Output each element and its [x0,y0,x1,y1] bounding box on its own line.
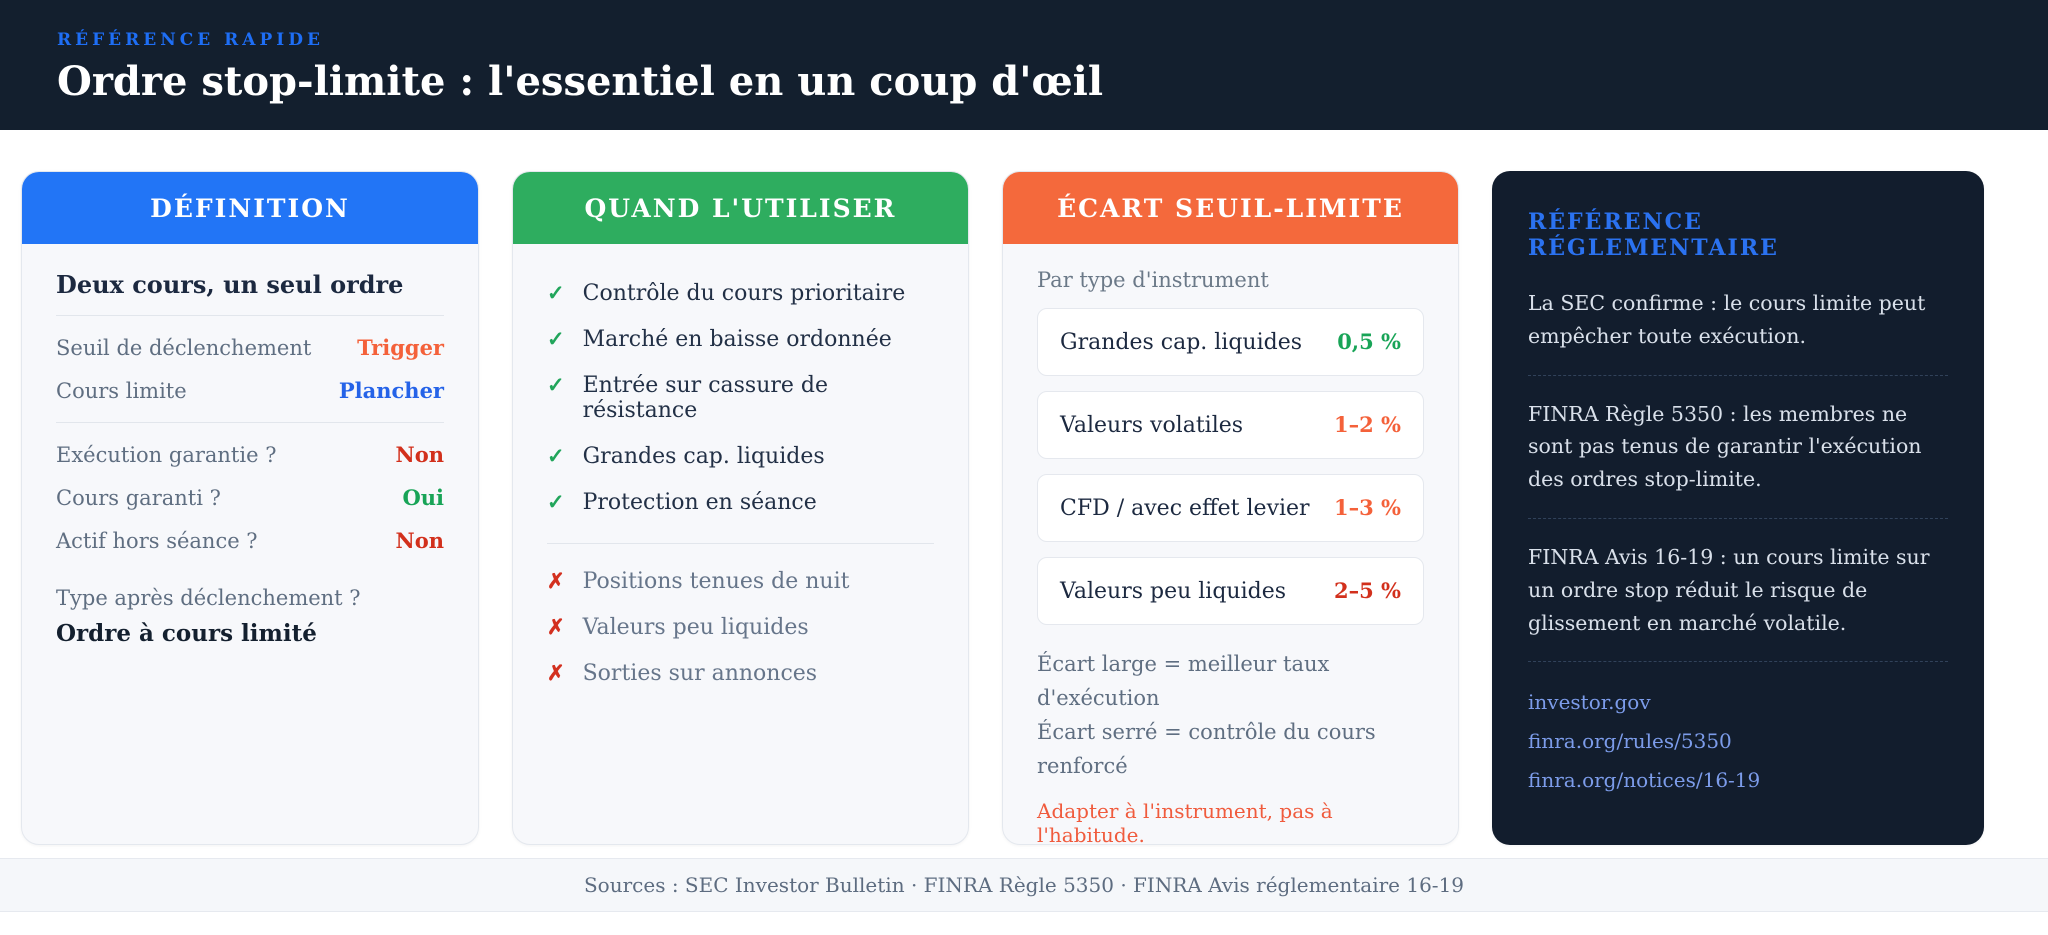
list-item: ✓ Entrée sur cassure de résistance [547,362,934,433]
definition-row: Cours limite Plancher [56,369,444,412]
list-item-label: Grandes cap. liquides [582,444,825,469]
list-item-label: Contrôle du cours prioritaire [582,281,906,306]
row-label: Exécution garantie ? [56,443,277,467]
link-finra-rules-5350[interactable]: finra.org/rules/5350 [1528,729,1732,754]
usage-card-body: ✓ Contrôle du cours prioritaire ✓ Marché… [513,244,968,726]
check-icon: ✓ [547,443,565,468]
row-value: 1–2 % [1334,412,1401,437]
row-label: Actif hors séance ? [56,529,258,553]
row-value: Plancher [338,378,444,403]
page-title: Ordre stop-limite : l'essentiel en un co… [57,58,1104,105]
list-item: ✓ Contrôle du cours prioritaire [547,270,934,316]
row-label: Cours garanti ? [56,486,221,510]
row-value: Non [395,528,444,553]
list-item-label: Marché en baisse ordonnée [582,327,892,352]
list-item: ✓ Marché en baisse ordonnée [547,316,934,362]
row-label: Valeurs peu liquides [1060,579,1287,604]
row-value: 0,5 % [1337,329,1401,354]
check-icon: ✓ [547,489,565,514]
definition-row: Exécution garantie ? Non [56,433,444,476]
banner-eyebrow: RÉFÉRENCE RAPIDE [57,30,324,50]
usage-card: QUAND L'UTILISER ✓ Contrôle du cours pri… [512,171,969,845]
definition-row: Actif hors séance ? Non [56,519,444,562]
regulatory-paragraph: FINRA Règle 5350 : les membres ne sont p… [1528,401,1922,492]
list-item: ✗ Positions tenues de nuit [547,558,934,604]
definition-card-body: Deux cours, un seul ordre Seuil de décle… [22,244,478,677]
cross-icon: ✗ [547,614,565,639]
row-value: 2–5 % [1334,578,1401,603]
list-item: ✗ Sorties sur annonces [547,650,934,696]
definition-row: Cours garanti ? Oui [56,476,444,519]
row-value: Non [395,442,444,467]
spread-notes: Écart large = meilleur taux d'exécution … [1037,647,1424,783]
top-banner: RÉFÉRENCE RAPIDE Ordre stop-limite : l'e… [0,0,2048,130]
row-value: Oui [402,485,444,510]
row-value: 1–3 % [1334,495,1401,520]
spread-card-header: ÉCART SEUIL-LIMITE [1003,172,1458,244]
usage-dont-list: ✗ Positions tenues de nuit ✗ Valeurs peu… [547,558,934,696]
divider [547,543,934,544]
link-investor-gov[interactable]: investor.gov [1528,690,1651,715]
list-item: ✓ Protection en séance [547,479,934,525]
divider [56,422,444,423]
row-label: Grandes cap. liquides [1060,330,1303,355]
list-item-label: Valeurs peu liquides [582,615,809,640]
definition-type-value: Ordre à cours limité [56,620,317,647]
list-item-label: Entrée sur cassure de résistance [582,373,829,423]
regulatory-paragraph: FINRA Avis 16-19 : un cours limite sur u… [1528,544,1930,635]
spread-card-body: Par type d'instrument Grandes cap. liqui… [1003,244,1458,845]
link-finra-notices-16-19[interactable]: finra.org/notices/16-19 [1528,768,1761,793]
regulatory-links: investor.gov finra.org/rules/5350 finra.… [1528,690,1948,792]
row-label: Cours limite [56,379,187,403]
check-icon: ✓ [547,280,565,305]
spread-subtitle: Par type d'instrument [1037,268,1269,292]
cross-icon: ✗ [547,568,565,593]
list-item-label: Positions tenues de nuit [582,569,850,594]
sources-text: Sources : SEC Investor Bulletin · FINRA … [583,873,1465,897]
definition-card: DÉFINITION Deux cours, un seul ordre Seu… [21,171,479,845]
spread-row: Grandes cap. liquides 0,5 % [1037,308,1424,376]
row-value: Trigger [357,335,444,360]
list-item: ✗ Valeurs peu liquides [547,604,934,650]
definition-rows-top: Seuil de déclenchement Trigger Cours lim… [56,316,444,422]
list-item-label: Protection en séance [582,490,817,515]
spread-note: Écart large = meilleur taux d'exécution [1037,652,1330,711]
definition-card-header: DÉFINITION [22,172,478,244]
definition-rows-bottom: Exécution garantie ? Non Cours garanti ?… [56,423,444,572]
regulatory-card: RÉFÉRENCE RÉGLEMENTAIRE La SEC confirme … [1492,171,1984,845]
spread-row: Valeurs volatiles 1–2 % [1037,391,1424,459]
divider [1528,661,1948,663]
divider [56,315,444,316]
cross-icon: ✗ [547,660,565,685]
divider [1528,374,1948,376]
list-item-label: Sorties sur annonces [582,661,818,686]
usage-card-header: QUAND L'UTILISER [513,172,968,244]
regulatory-paragraph: La SEC confirme : le cours limite peut e… [1528,291,1926,348]
definition-row: Seuil de déclenchement Trigger [56,326,444,369]
definition-type-label: Type après déclenchement ? [56,586,361,610]
spread-card: ÉCART SEUIL-LIMITE Par type d'instrument… [1002,171,1459,845]
row-label: CFD / avec effet levier [1060,496,1310,521]
sources-footer: Sources : SEC Investor Bulletin · FINRA … [0,858,2048,912]
spread-warning: Adapter à l'instrument, pas à l'habitude… [1037,799,1333,845]
definition-subtitle: Deux cours, un seul ordre [56,270,404,299]
cards-row: DÉFINITION Deux cours, un seul ordre Seu… [0,130,2048,845]
row-label: Seuil de déclenchement [56,336,312,360]
list-item: ✓ Grandes cap. liquides [547,433,934,479]
spread-note: Écart serré = contrôle du cours renforcé [1037,720,1376,779]
row-label: Valeurs volatiles [1060,413,1244,438]
spread-row: Valeurs peu liquides 2–5 % [1037,557,1424,625]
check-icon: ✓ [547,326,565,351]
spread-row: CFD / avec effet levier 1–3 % [1037,474,1424,542]
regulatory-card-header: RÉFÉRENCE RÉGLEMENTAIRE [1528,209,1779,261]
check-icon: ✓ [547,372,565,397]
usage-do-list: ✓ Contrôle du cours prioritaire ✓ Marché… [547,244,934,525]
divider [1528,517,1948,519]
